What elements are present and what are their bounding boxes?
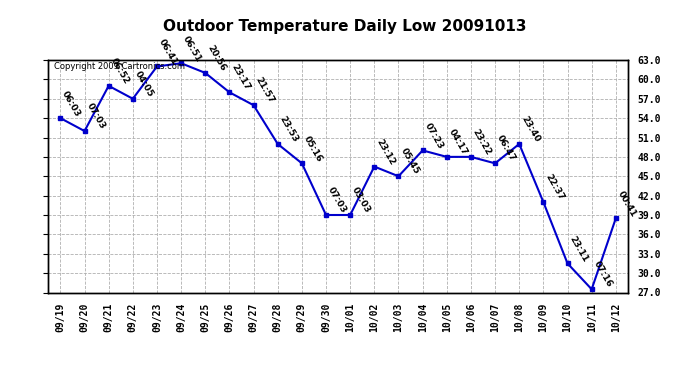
Text: 07:03: 07:03 bbox=[326, 186, 348, 215]
Text: 23:40: 23:40 bbox=[520, 115, 542, 144]
Text: 23:22: 23:22 bbox=[471, 128, 493, 157]
Text: 06:51: 06:51 bbox=[181, 34, 203, 63]
Text: 20:56: 20:56 bbox=[206, 44, 227, 73]
Text: 00:41: 00:41 bbox=[616, 189, 638, 218]
Text: 06:03: 06:03 bbox=[61, 89, 82, 118]
Text: 06:41: 06:41 bbox=[157, 37, 179, 66]
Text: 06:47: 06:47 bbox=[495, 134, 518, 164]
Text: 21:57: 21:57 bbox=[254, 76, 276, 105]
Text: 06:52: 06:52 bbox=[109, 57, 130, 86]
Text: Outdoor Temperature Daily Low 20091013: Outdoor Temperature Daily Low 20091013 bbox=[164, 19, 526, 34]
Text: 04:05: 04:05 bbox=[133, 70, 155, 99]
Text: 22:37: 22:37 bbox=[544, 172, 566, 202]
Text: 07:16: 07:16 bbox=[592, 260, 614, 289]
Text: Copyright 2009 Cartronics.com: Copyright 2009 Cartronics.com bbox=[54, 62, 185, 71]
Text: 04:17: 04:17 bbox=[447, 128, 469, 157]
Text: 23:17: 23:17 bbox=[230, 63, 252, 92]
Text: 23:11: 23:11 bbox=[568, 234, 590, 263]
Text: 05:16: 05:16 bbox=[302, 134, 324, 164]
Text: 07:03: 07:03 bbox=[85, 102, 106, 131]
Text: 07:23: 07:23 bbox=[423, 121, 445, 150]
Text: 23:12: 23:12 bbox=[375, 137, 397, 166]
Text: 05:45: 05:45 bbox=[399, 147, 421, 176]
Text: 03:03: 03:03 bbox=[351, 186, 372, 215]
Text: 23:53: 23:53 bbox=[278, 115, 300, 144]
